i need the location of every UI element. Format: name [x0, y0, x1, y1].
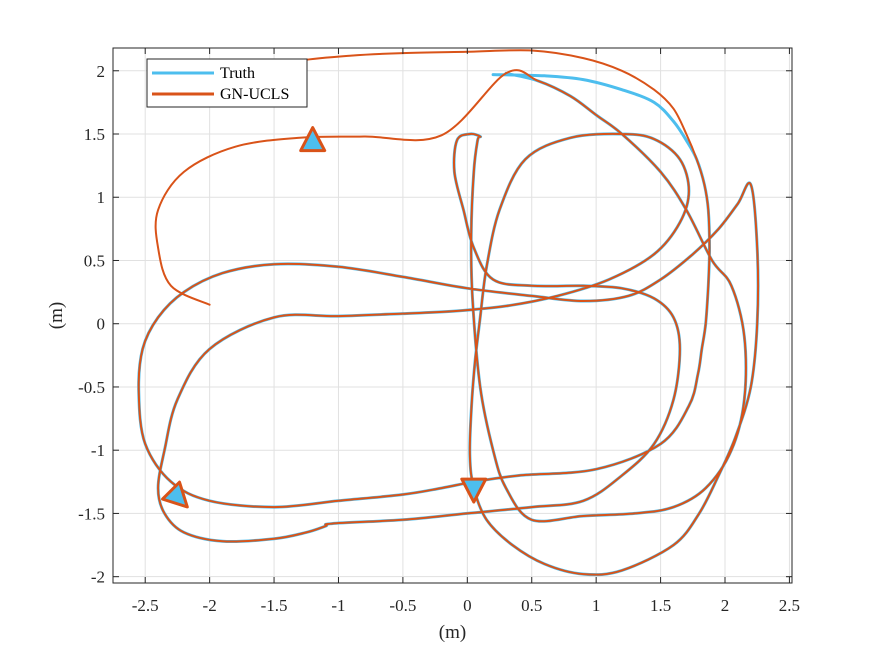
- x-tick-label: 1.5: [650, 596, 671, 615]
- y-tick-label: 0: [97, 315, 106, 334]
- y-tick-label: -1: [91, 441, 105, 460]
- direction-arrow-marker: [460, 477, 488, 504]
- y-tick-label: -0.5: [78, 378, 105, 397]
- series: [137, 49, 760, 577]
- y-tick-label: -2: [91, 568, 105, 587]
- x-tick-label: 2.5: [779, 596, 800, 615]
- axes-box: [112, 47, 793, 584]
- direction-arrow-marker: [299, 126, 327, 153]
- y-axis-label: (m): [46, 302, 67, 329]
- x-axis-label: (m): [439, 622, 466, 643]
- legend-box: [146, 58, 308, 108]
- x-tick-label: 1: [592, 596, 601, 615]
- x-tick-label: -0.5: [389, 596, 416, 615]
- series-line-gn-ucls: [137, 49, 760, 576]
- y-tick-label: -1.5: [78, 504, 105, 523]
- direction-markers: [161, 126, 488, 509]
- legend: Truth GN-UCLS: [146, 58, 308, 108]
- legend-label-gn-ucls: GN-UCLS: [220, 86, 289, 103]
- direction-arrow-marker: [161, 480, 189, 509]
- x-tick-label: -2.5: [132, 596, 159, 615]
- x-tick-label: -2: [203, 596, 217, 615]
- x-tick-label: -1.5: [261, 596, 288, 615]
- x-tick-label: 0.5: [521, 596, 542, 615]
- ticks: -2.5 -2 -1.5 -1 -0.5 0 0.5 1 1.5 2 2.5 -2 -1.5 -1 -0.5…: [78, 48, 800, 615]
- y-tick-label: 1: [97, 188, 106, 207]
- y-tick-label: 1.5: [84, 125, 105, 144]
- y-tick-label: 0.5: [84, 251, 105, 270]
- x-tick-label: -1: [331, 596, 345, 615]
- y-tick-label: 2: [97, 62, 106, 81]
- x-tick-label: 0: [463, 596, 472, 615]
- grid: [113, 48, 792, 583]
- legend-label-truth: Truth: [220, 65, 255, 82]
- x-tick-label: 2: [721, 596, 730, 615]
